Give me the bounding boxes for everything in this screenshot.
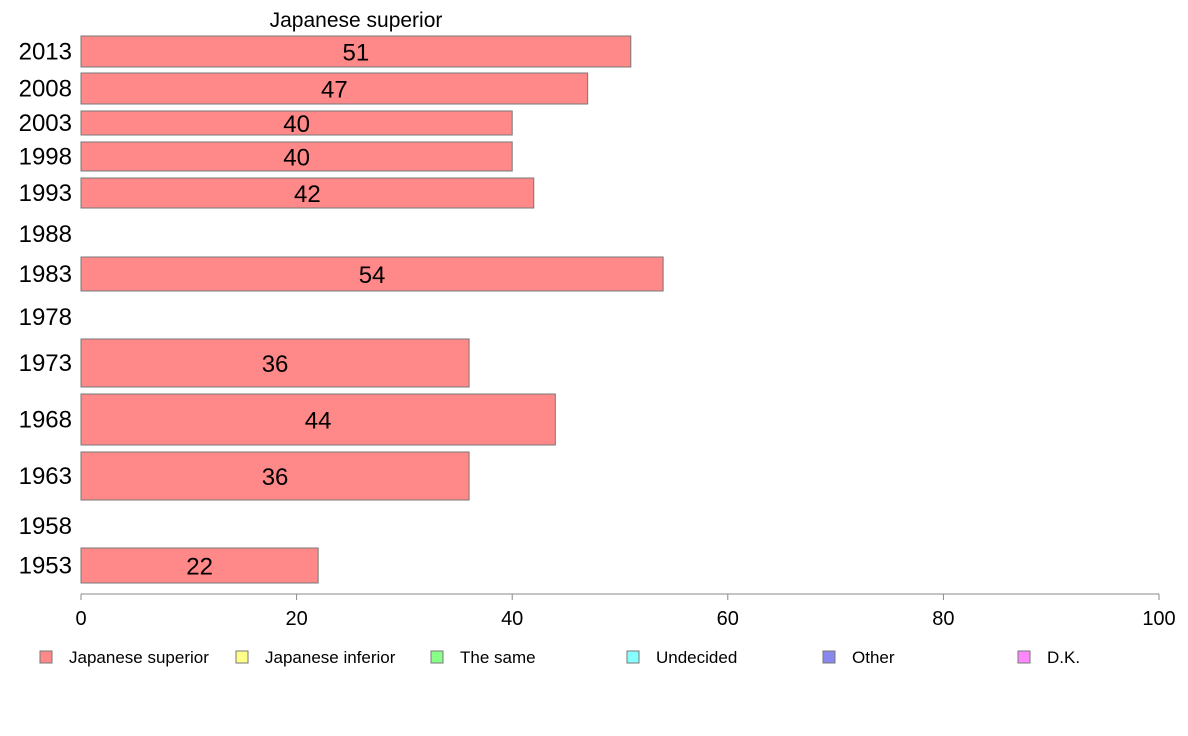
x-tick-label-0: 0 <box>75 608 86 630</box>
legend-swatch-undecided <box>626 650 640 664</box>
legend-label-undecided: Undecided <box>656 648 737 667</box>
bar-value-label-2008: 47 <box>321 77 348 104</box>
bar-value-label-1968: 44 <box>305 408 332 435</box>
x-tick-label-80: 80 <box>932 608 954 630</box>
bar-1993 <box>80 177 535 209</box>
x-tick-label-60: 60 <box>717 608 739 630</box>
year-label-1998: 1998 <box>19 144 72 171</box>
year-label-1958: 1958 <box>19 513 72 540</box>
legend-label-the-same: The same <box>460 648 536 667</box>
x-tick-label-40: 40 <box>501 608 523 630</box>
bar-value-label-1953: 22 <box>186 554 213 581</box>
legend-swatch-japanese-superior <box>39 650 53 664</box>
bar-value-label-2013: 51 <box>343 40 370 67</box>
bar-value-label-1963: 36 <box>262 464 289 491</box>
year-label-2008: 2008 <box>19 76 72 103</box>
year-label-2003: 2003 <box>19 110 72 137</box>
bar-1953 <box>80 547 319 584</box>
year-label-1963: 1963 <box>19 463 72 490</box>
legend-label-d-k: D.K. <box>1047 648 1080 667</box>
bar-1973 <box>80 338 470 388</box>
legend-swatch-d-k <box>1017 650 1031 664</box>
bar-value-label-1998: 40 <box>283 145 310 172</box>
bar-value-label-1993: 42 <box>294 181 321 208</box>
bar-2008 <box>80 72 589 105</box>
chart-title: Japanese superior <box>270 9 443 32</box>
year-label-1968: 1968 <box>19 407 72 434</box>
legend-label-japanese-inferior: Japanese inferior <box>265 648 396 667</box>
bar-2003 <box>80 110 513 136</box>
year-label-2013: 2013 <box>19 39 72 66</box>
bar-value-label-1983: 54 <box>359 262 386 289</box>
legend-swatch-the-same <box>430 650 444 664</box>
legend-swatch-other <box>822 650 836 664</box>
legend-label-other: Other <box>852 648 895 667</box>
bar-2013 <box>80 35 632 68</box>
bar-1983 <box>80 256 664 292</box>
bars-layer: 2013 51 2008 47 2003 40 1998 40 1993 42 1988 1983 54… <box>19 35 664 584</box>
year-label-1988: 1988 <box>19 221 72 248</box>
x-tick-label-100: 100 <box>1142 608 1175 630</box>
year-label-1973: 1973 <box>19 350 72 377</box>
year-label-1953: 1953 <box>19 553 72 580</box>
legend-swatch-japanese-inferior <box>235 650 249 664</box>
bar-1998 <box>80 141 513 172</box>
legend-label-japanese-superior: Japanese superior <box>69 648 209 667</box>
legend: Japanese superior Japanese inferior The sa… <box>39 648 1080 667</box>
year-label-1993: 1993 <box>19 180 72 207</box>
year-label-1978: 1978 <box>19 304 72 331</box>
bar-value-label-2003: 40 <box>283 111 310 138</box>
x-axis: 0 20 40 60 80 100 <box>75 593 1176 630</box>
bar-1963 <box>80 451 470 501</box>
bar-value-label-1973: 36 <box>262 351 289 378</box>
bar-1968 <box>80 393 556 446</box>
year-label-1983: 1983 <box>19 261 72 288</box>
x-tick-label-20: 20 <box>285 608 307 630</box>
